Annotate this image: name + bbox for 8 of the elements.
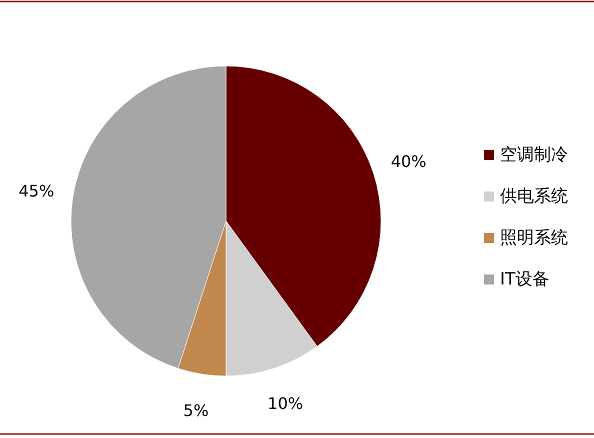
legend-label: IT设备	[500, 270, 550, 290]
legend-label: 空调制冷	[500, 145, 568, 165]
legend-label: 供电系统	[500, 186, 568, 206]
data-label: 5%	[183, 401, 209, 420]
legend-label: 照明系统	[500, 228, 568, 248]
data-label: 45%	[18, 181, 54, 200]
data-label: 10%	[268, 394, 304, 414]
data-label: 40%	[390, 152, 426, 172]
